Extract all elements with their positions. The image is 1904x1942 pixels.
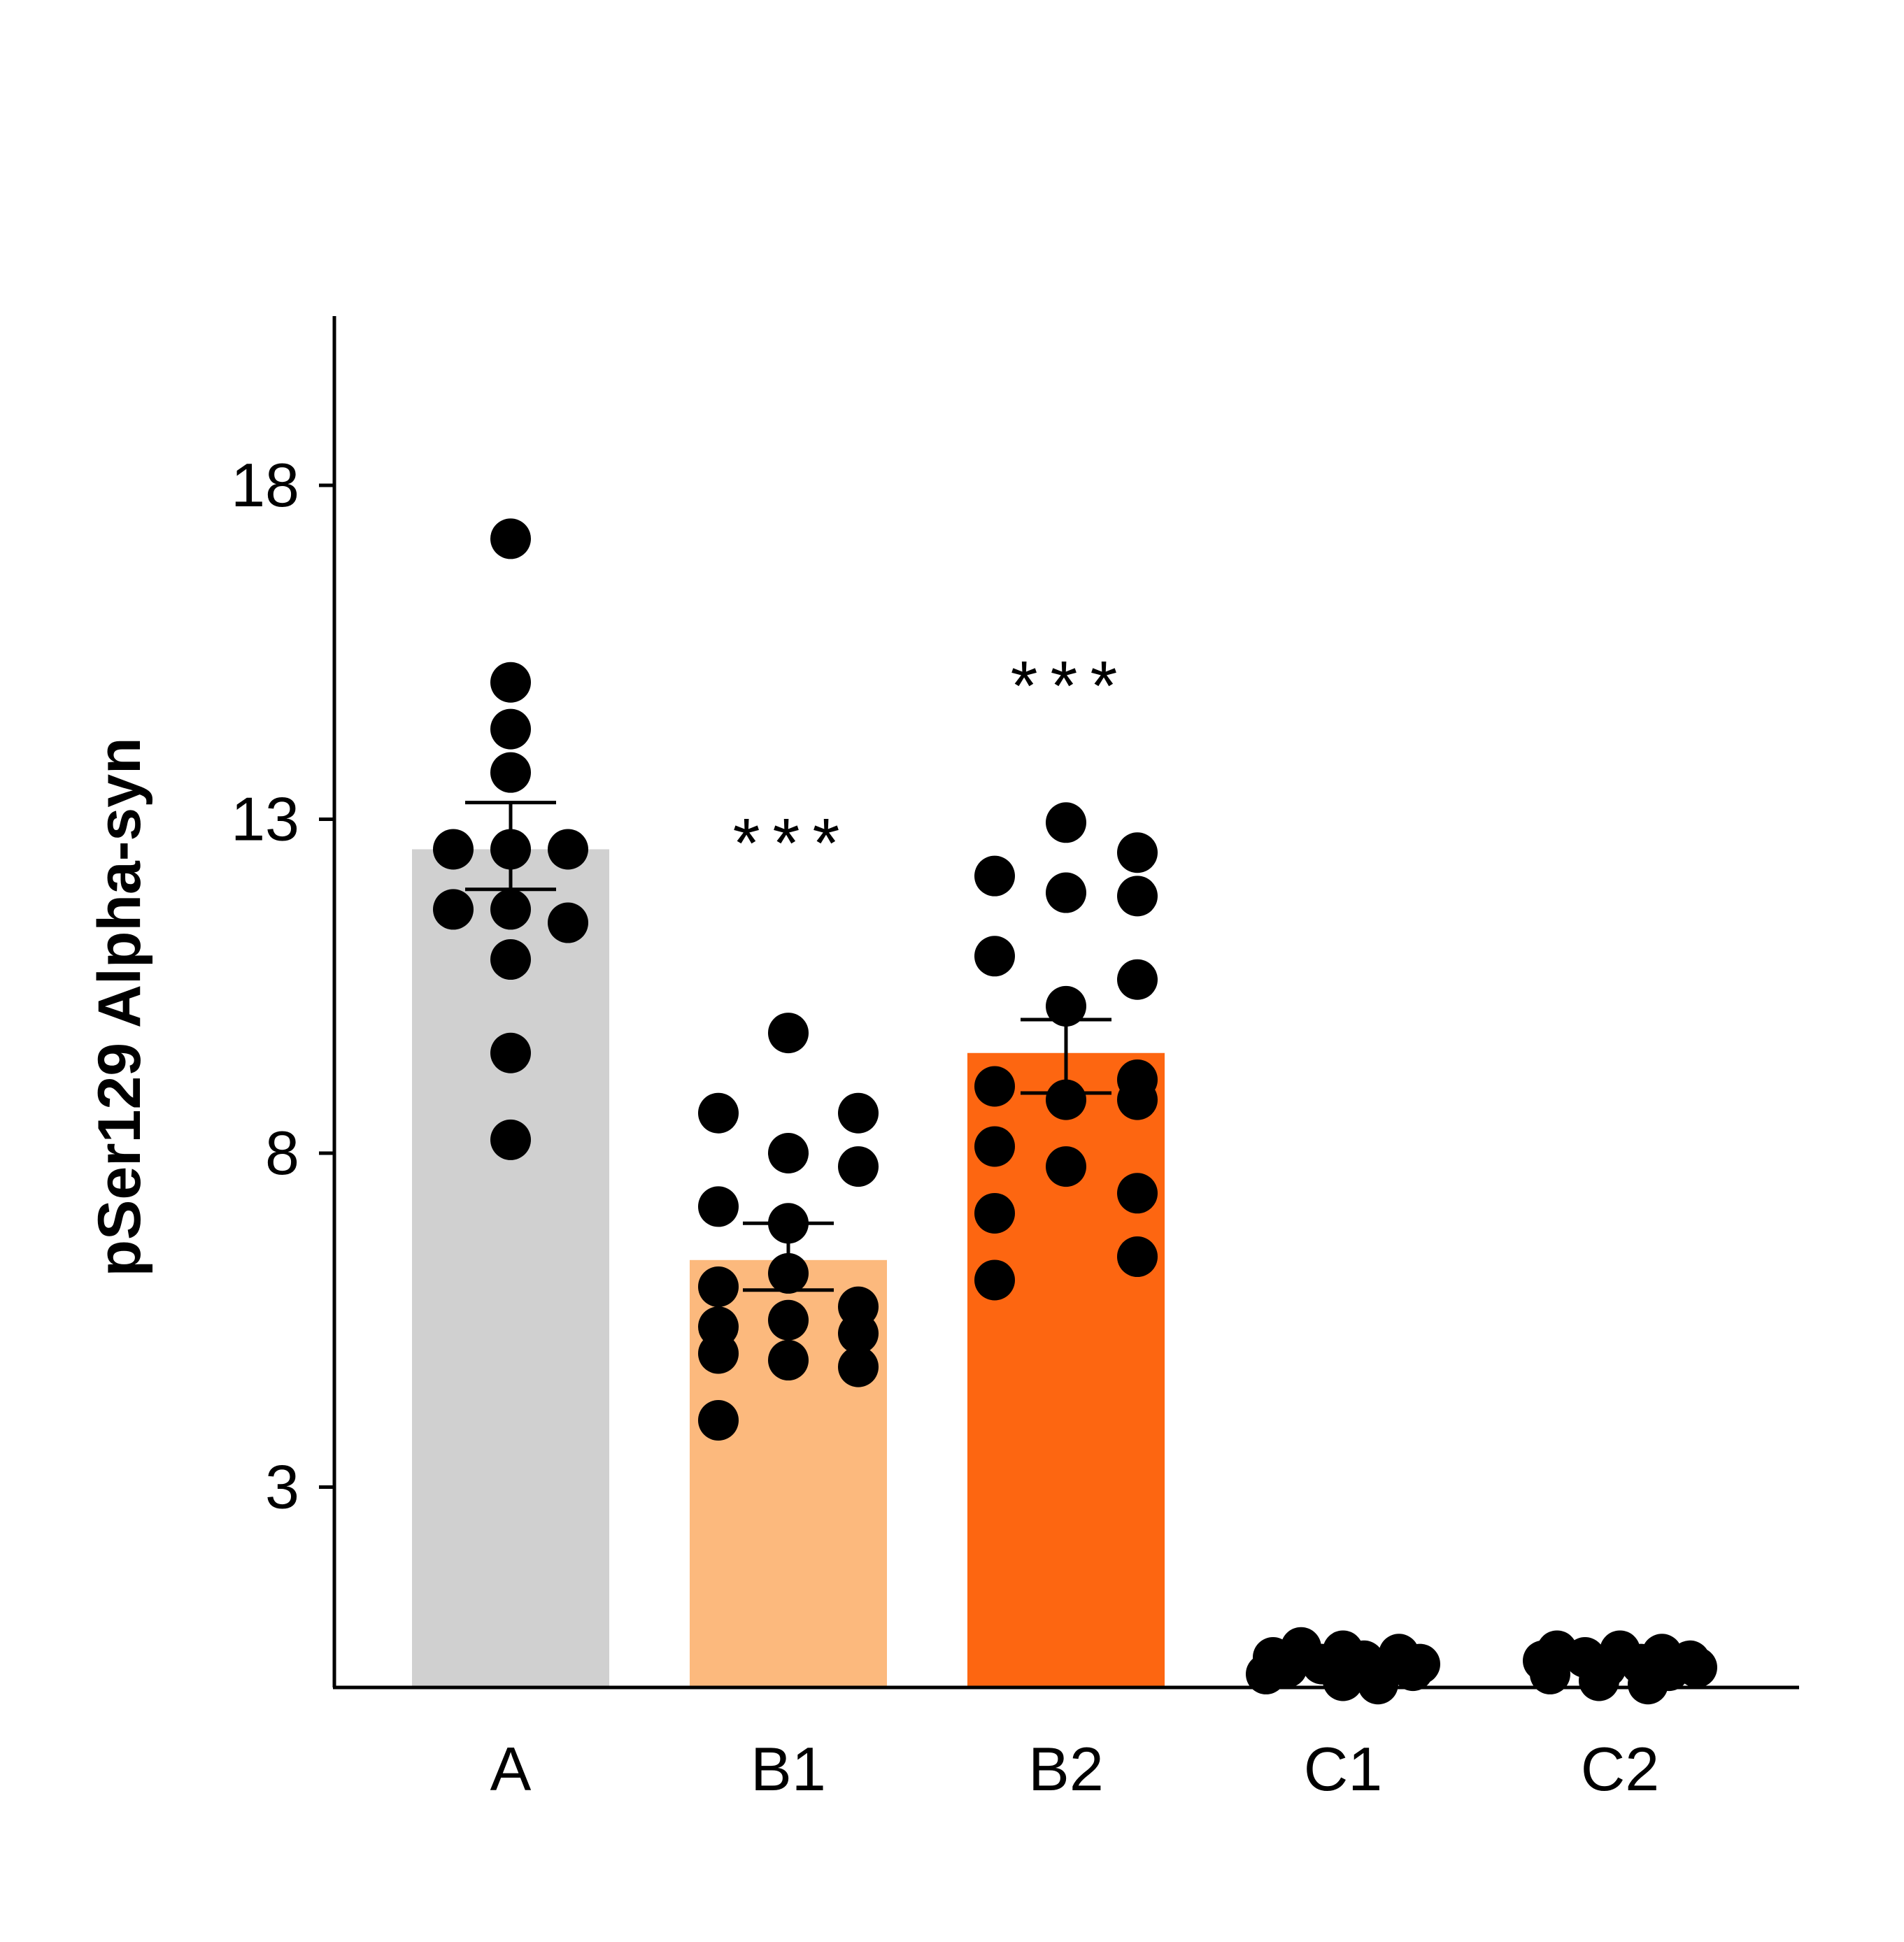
data-point-B2 (974, 936, 1015, 977)
x-tick-label-C1: C1 (1304, 1734, 1383, 1804)
data-point-B1 (768, 1340, 809, 1381)
x-tick-label-C2: C2 (1581, 1734, 1660, 1804)
y-tick-label-18: 18 (231, 450, 299, 520)
data-point-C1 (1323, 1660, 1363, 1701)
data-points-group (433, 518, 1717, 1705)
y-tick-label-13: 13 (231, 785, 299, 854)
data-point-B1 (698, 1186, 739, 1227)
data-point-A (490, 518, 531, 559)
data-point-C1 (1246, 1653, 1286, 1694)
data-point-B2 (974, 1192, 1015, 1234)
data-point-A (548, 902, 588, 943)
data-point-B1 (768, 1252, 809, 1294)
data-point-B2 (1046, 1146, 1086, 1187)
data-point-B1 (838, 1313, 879, 1354)
data-point-A (490, 889, 531, 930)
x-axis: A B1 B2 C1 C2 (333, 1685, 1799, 1804)
data-point-B2 (1117, 959, 1158, 1000)
significance-label-B2: *** (1011, 647, 1130, 725)
data-point-A (490, 708, 531, 750)
x-tick-label-B2: B2 (1028, 1734, 1104, 1804)
data-point-B2 (974, 1259, 1015, 1301)
data-point-B2 (974, 1066, 1015, 1107)
data-point-B2 (1117, 1236, 1158, 1278)
x-tick-label-A: A (490, 1734, 532, 1804)
data-point-C1 (1393, 1650, 1433, 1692)
data-point-B1 (838, 1346, 879, 1387)
y-axis-title: pSer129 Alpha-syn (86, 737, 153, 1276)
data-point-B1 (838, 1146, 879, 1187)
data-point-B1 (698, 1092, 739, 1134)
data-point-C2 (1579, 1660, 1619, 1701)
data-point-A (548, 829, 588, 870)
data-point-B2 (1046, 985, 1086, 1027)
data-point-B1 (768, 1299, 809, 1341)
significance-label-B1: *** (733, 804, 853, 883)
data-point-B2 (1117, 832, 1158, 873)
data-point-C1 (1358, 1664, 1398, 1705)
data-point-B2 (974, 1126, 1015, 1167)
data-point-A (433, 889, 474, 930)
data-point-B2 (1046, 872, 1086, 913)
data-point-A (490, 1032, 531, 1073)
data-point-B1 (698, 1400, 739, 1441)
bar-A (412, 849, 609, 1687)
data-point-A (490, 829, 531, 870)
data-point-A (490, 662, 531, 703)
data-point-B1 (768, 1203, 809, 1244)
data-point-B2 (1046, 802, 1086, 843)
data-point-C2 (1628, 1664, 1668, 1705)
data-point-B1 (838, 1092, 879, 1134)
data-point-A (490, 939, 531, 980)
data-point-B2 (1117, 876, 1158, 917)
data-point-B1 (768, 1133, 809, 1173)
significance-group: *** *** (733, 647, 1130, 883)
data-point-B2 (974, 855, 1015, 897)
y-tick-label-3: 3 (265, 1452, 299, 1522)
data-point-B2 (1046, 1079, 1086, 1120)
data-point-B1 (698, 1333, 739, 1374)
x-tick-label-B1: B1 (751, 1734, 826, 1804)
data-point-C2 (1530, 1653, 1570, 1694)
y-axis: 3 8 13 18 (231, 316, 336, 1687)
data-point-A (490, 1119, 531, 1160)
data-point-A (433, 829, 474, 870)
data-point-B1 (768, 1013, 809, 1054)
y-tick-label-8: 8 (265, 1118, 299, 1187)
data-point-B1 (698, 1266, 739, 1307)
data-point-B2 (1117, 1079, 1158, 1120)
data-point-B2 (1117, 1173, 1158, 1214)
data-point-A (490, 752, 531, 793)
